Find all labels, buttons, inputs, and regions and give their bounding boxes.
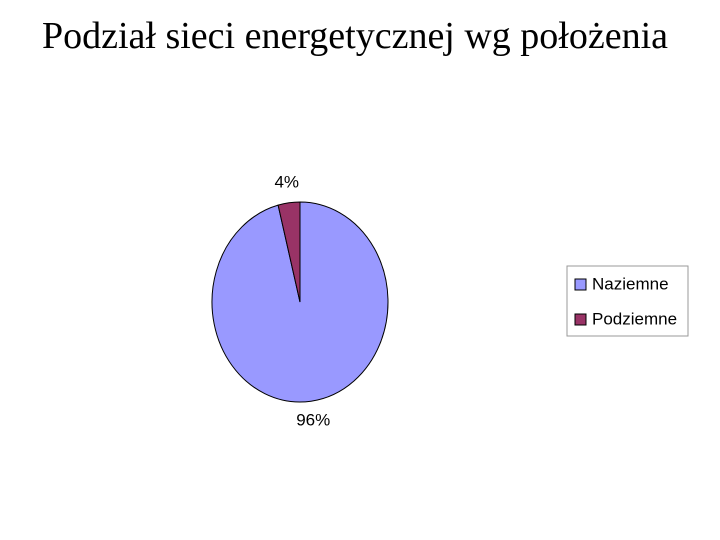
legend-label: Naziemne	[592, 274, 669, 293]
legend-swatch	[574, 278, 587, 291]
chart-title: Podział sieci energetycznej wg położenia	[41, 15, 669, 57]
legend-label: Podziemne	[592, 309, 677, 328]
legend-swatch	[574, 313, 587, 326]
data-label: 4%	[274, 172, 299, 191]
pie-slice	[277, 201, 301, 303]
data-label: 96%	[296, 411, 330, 430]
legend-box	[566, 265, 689, 337]
